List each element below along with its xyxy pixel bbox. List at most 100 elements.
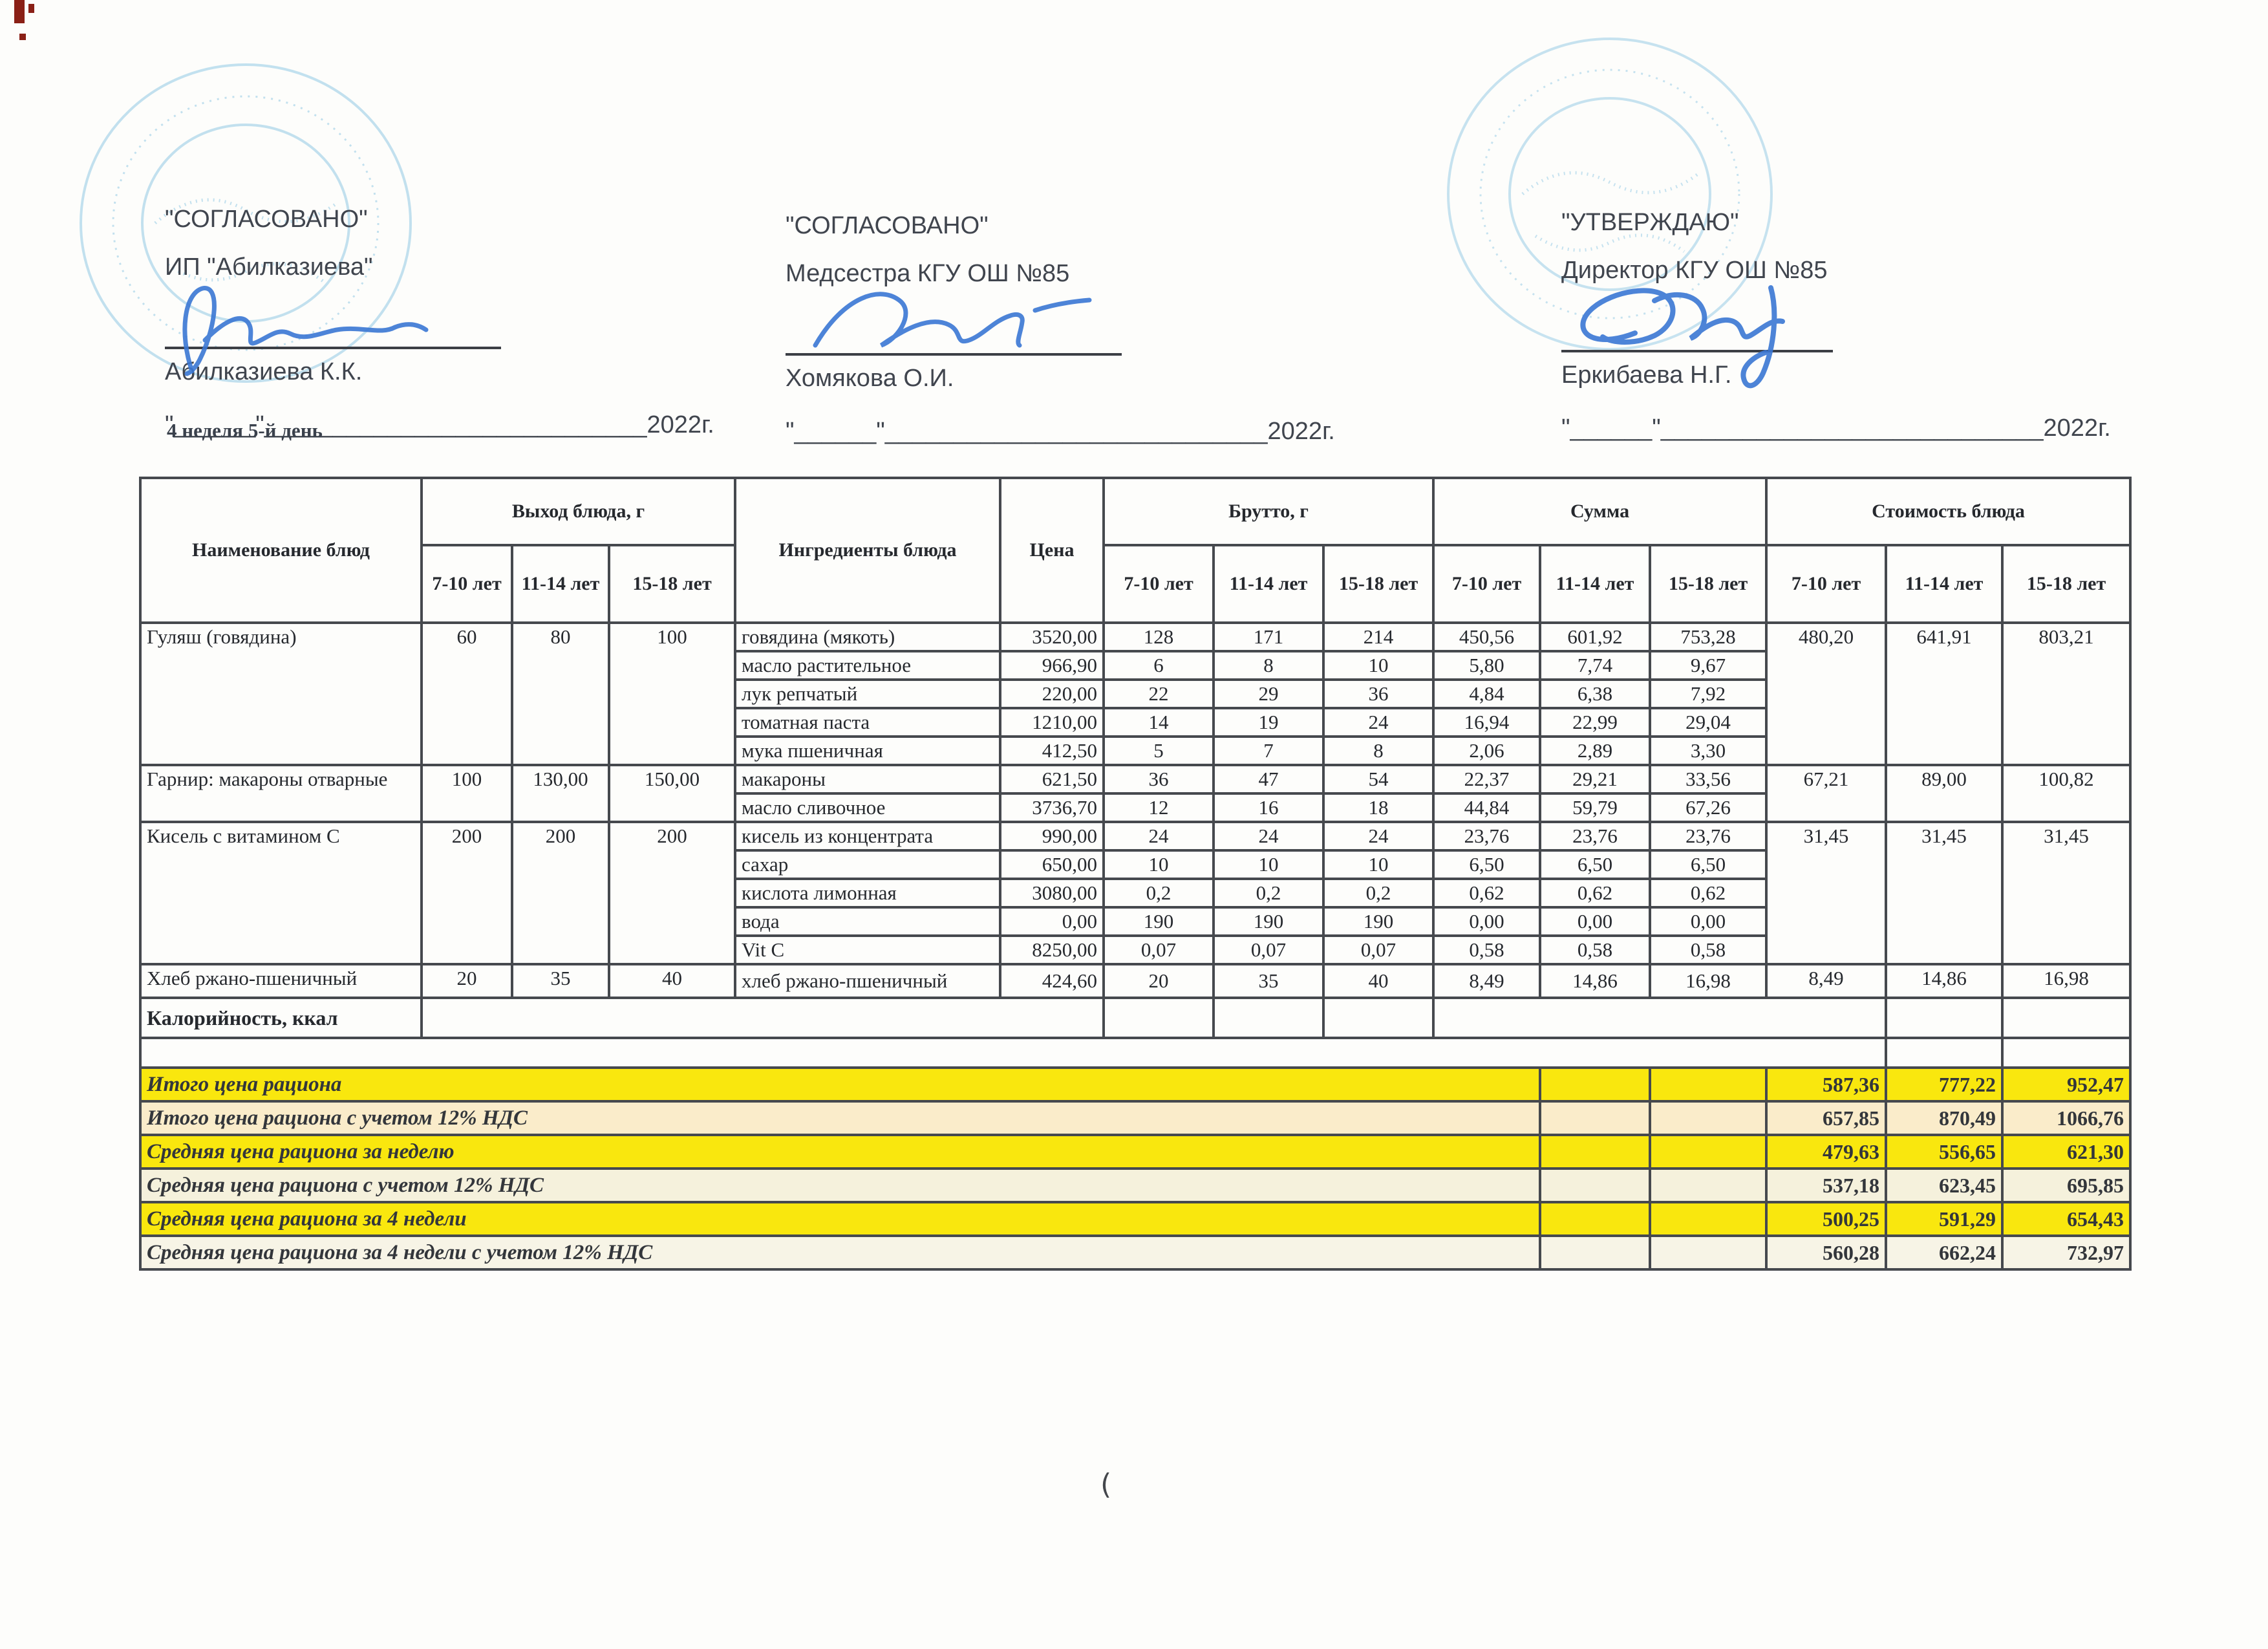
price-cell: 3080,00 — [999, 878, 1106, 909]
dish-name-cell: Хлеб ржано-пшеничный — [139, 963, 423, 999]
price-cell: 3520,00 — [999, 621, 1106, 652]
sum-cell: 2,06 — [1432, 735, 1542, 766]
approval-title: "УТВЕРЖДАЮ" — [1561, 209, 1739, 236]
dish-row: лук репчатый 220,00 22 29 36 4,84 6,38 7,92 — [140, 678, 2130, 709]
ingredient-cell: Vit C — [734, 934, 1002, 965]
age-header: 11-14 лет — [511, 544, 610, 624]
approval-role: Директор КГУ ОШ №85 — [1561, 257, 1828, 284]
output-cell: 80 — [511, 621, 610, 766]
sum-cell: 0,62 — [1649, 878, 1768, 909]
sum-cell: 9,67 — [1649, 650, 1768, 681]
dish-row: сахар 650,00 10 10 10 6,50 6,50 6,50 — [140, 849, 2130, 880]
brutto-cell: 20 — [1102, 963, 1215, 999]
col-header-price: Цена — [999, 477, 1106, 624]
col-header-cost: Стоимость блюда — [1765, 477, 2132, 546]
spacer-row — [138, 1037, 2132, 1069]
cost-cell: 89,00 — [1885, 764, 2004, 823]
brutto-cell: 36 — [1322, 678, 1435, 709]
approval-title: "СОГЛАСОВАНО" — [786, 212, 989, 239]
summary-value-cell: 500,25 — [1765, 1201, 1888, 1237]
summary-value-cell: 587,36 — [1765, 1066, 1888, 1103]
summary-label-cell: Итого цена рациона с учетом 12% НДС — [138, 1100, 1542, 1136]
empty-cell — [1649, 1066, 1768, 1103]
summary-value-cell: 952,47 — [2001, 1066, 2132, 1103]
summary-row: Средняя цена рациона с учетом 12% НДС 537… — [138, 1167, 2132, 1203]
summary-value-cell: 662,24 — [1885, 1234, 2004, 1271]
summary-row: Средняя цена рациона за неделю 479,63 556,… — [138, 1134, 2132, 1170]
brutto-cell: 18 — [1322, 792, 1435, 823]
age-header: 7-10 лет — [1432, 544, 1542, 624]
ingredient-cell: сахар — [734, 849, 1002, 880]
empty-cell — [1102, 997, 1215, 1039]
brutto-cell: 47 — [1212, 764, 1325, 795]
dish-name-cell: Гуляш (говядина) — [139, 621, 423, 766]
spacer-cell — [138, 1037, 1888, 1069]
ingredient-cell: лук репчатый — [734, 678, 1002, 709]
signature-line — [786, 353, 1122, 356]
sum-cell: 753,28 — [1649, 621, 1768, 652]
cost-cell: 480,20 — [1765, 621, 1888, 766]
sum-cell: 33,56 — [1649, 764, 1768, 795]
summary-value-cell: 560,28 — [1765, 1234, 1888, 1271]
summary-value-cell: 654,43 — [2001, 1201, 2132, 1237]
dish-name-cell: Гарнир: макароны отварные — [139, 764, 423, 823]
sum-cell: 16,98 — [1649, 963, 1768, 999]
summary-value-cell: 870,49 — [1885, 1100, 2004, 1136]
summary-value-cell: 479,63 — [1765, 1134, 1888, 1170]
summary-row: Итого цена рациона с учетом 12% НДС 657,8… — [138, 1100, 2132, 1136]
empty-cell — [420, 997, 1106, 1039]
approval-role: Медсестра КГУ ОШ №85 — [786, 260, 1070, 287]
sum-cell: 7,74 — [1539, 650, 1652, 681]
brutto-cell: 0,2 — [1102, 878, 1215, 909]
brutto-cell: 35 — [1212, 963, 1325, 999]
dish-row: томатная паста 1210,00 14 19 24 16,94 22,99 29,… — [140, 707, 2130, 738]
sum-cell: 450,56 — [1432, 621, 1542, 652]
dish-row: Vit C 8250,00 0,07 0,07 0,07 0,58 0,58 0,58 — [140, 934, 2130, 965]
cost-cell: 641,91 — [1885, 621, 2004, 766]
brutto-cell: 6 — [1102, 650, 1215, 681]
brutto-cell: 190 — [1212, 906, 1325, 937]
approval-date-line: "______"____________________________2022… — [786, 418, 1335, 445]
ingredient-cell: кисель из концентрата — [734, 821, 1002, 852]
spacer-cell — [1885, 1037, 2004, 1069]
col-header-brutto: Брутто, г — [1102, 477, 1435, 546]
output-cell: 20 — [420, 963, 513, 999]
summary-value-cell: 1066,76 — [2001, 1100, 2132, 1136]
price-cell: 990,00 — [999, 821, 1106, 852]
brutto-cell: 10 — [1212, 849, 1325, 880]
summary-label-cell: Средняя цена рациона за 4 недели — [138, 1201, 1542, 1237]
summary-label-cell: Средняя цена рациона с учетом 12% НДС — [138, 1167, 1542, 1203]
price-cell: 8250,00 — [999, 934, 1106, 965]
age-header: 7-10 лет — [1765, 544, 1888, 624]
sum-cell: 0,00 — [1539, 906, 1652, 937]
ingredient-cell: томатная паста — [734, 707, 1002, 738]
summary-row: Итого цена рациона 587,36 777,22 952,47 — [138, 1066, 2132, 1103]
approval-date-line: "______"____________________________2022… — [165, 411, 714, 438]
dish-row: масло растительное 966,90 6 8 10 5,80 7,74 9,67 — [140, 650, 2130, 681]
empty-cell — [1649, 1100, 1768, 1136]
dish-row: вода 0,00 190 190 190 0,00 0,00 0,00 — [140, 906, 2130, 937]
sum-cell: 6,50 — [1649, 849, 1768, 880]
brutto-cell: 190 — [1322, 906, 1435, 937]
approval-role: ИП "Абилказиева" — [165, 253, 373, 281]
dish-row: Гарнир: макароны отварные 100 130,00 150,00… — [139, 764, 2132, 823]
table-header-row: Наименование блюд Выход блюда, г Ингредиен… — [139, 477, 2132, 624]
signature-icon — [813, 292, 1092, 348]
brutto-cell: 22 — [1102, 678, 1215, 709]
table-header: Наименование блюд Выход блюда, г Ингредиен… — [139, 477, 2132, 624]
scan-artifact: ( — [1100, 1468, 1112, 1501]
brutto-cell: 171 — [1212, 621, 1325, 652]
calories-label-cell: Калорийность, ккал — [139, 997, 423, 1039]
brutto-cell: 24 — [1212, 821, 1325, 852]
cost-cell: 100,82 — [2001, 764, 2132, 823]
col-header-ingredients: Ингредиенты блюда — [734, 477, 1002, 624]
cost-cell: 16,98 — [2001, 963, 2132, 999]
signature-icon — [1580, 285, 1785, 389]
output-cell: 150,00 — [607, 764, 737, 823]
sum-cell: 601,92 — [1539, 621, 1652, 652]
age-header: 11-14 лет — [1539, 544, 1652, 624]
ingredient-cell: хлеб ржано-пшеничный — [734, 963, 1002, 999]
ingredient-cell: масло сливочное — [734, 792, 1002, 823]
cost-cell: 31,45 — [1885, 821, 2004, 965]
sum-cell: 23,76 — [1432, 821, 1542, 852]
